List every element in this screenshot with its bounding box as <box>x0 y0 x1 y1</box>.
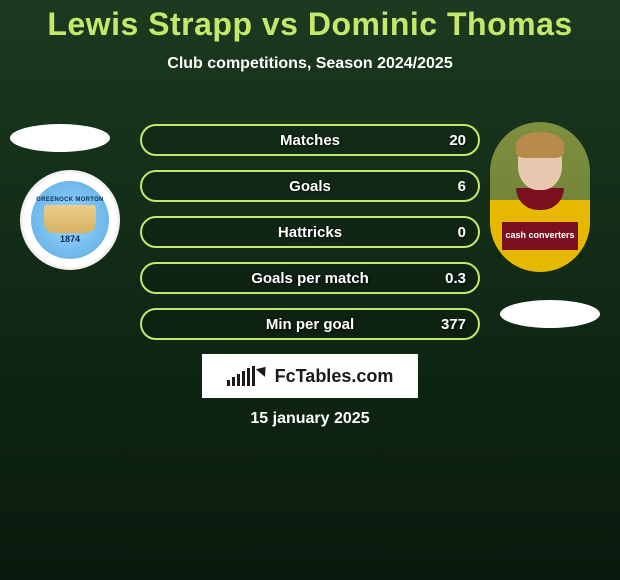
arrow-up-icon <box>255 363 269 377</box>
stat-value: 20 <box>449 126 466 154</box>
stat-value: 0 <box>458 218 466 246</box>
comparison-card: Lewis Strapp vs Dominic Thomas Club comp… <box>0 0 620 580</box>
bar-icon <box>227 380 230 386</box>
date-label: 15 january 2025 <box>0 410 620 428</box>
player-left-club-badge: GREENOCK MORTON 1874 <box>20 170 120 270</box>
stat-row-goals-per-match: Goals per match 0.3 <box>140 262 480 294</box>
page-subtitle: Club competitions, Season 2024/2025 <box>0 55 620 73</box>
stat-label: Matches <box>142 126 478 154</box>
stat-row-goals: Goals 6 <box>140 170 480 202</box>
player-right-photo: cash converters <box>490 122 590 272</box>
page-title: Lewis Strapp vs Dominic Thomas <box>0 0 620 43</box>
bar-icon <box>232 377 235 386</box>
badge-year: 1874 <box>60 234 80 244</box>
badge-top-text: GREENOCK MORTON <box>36 197 103 203</box>
player-left-name-oval <box>10 124 110 152</box>
stat-row-matches: Matches 20 <box>140 124 480 156</box>
stats-list: Matches 20 Goals 6 Hattricks 0 Goals per… <box>140 124 480 354</box>
jersey-sponsor: cash converters <box>502 222 578 250</box>
stat-row-hattricks: Hattricks 0 <box>140 216 480 248</box>
stat-label: Goals <box>142 172 478 200</box>
brand-logo[interactable]: FcTables.com <box>202 354 418 398</box>
stat-value: 377 <box>441 310 466 338</box>
bar-icon <box>242 371 245 386</box>
brand-bars-icon <box>227 366 255 386</box>
badge-ship-icon <box>44 205 96 233</box>
stat-row-min-per-goal: Min per goal 377 <box>140 308 480 340</box>
bar-icon <box>237 374 240 386</box>
club-badge-inner: GREENOCK MORTON 1874 <box>31 181 109 259</box>
bar-icon <box>247 368 250 386</box>
bar-icon <box>252 366 255 386</box>
player-right-name-oval <box>500 300 600 328</box>
stat-label: Goals per match <box>142 264 478 292</box>
stat-value: 0.3 <box>445 264 466 292</box>
stat-value: 6 <box>458 172 466 200</box>
stat-label: Min per goal <box>142 310 478 338</box>
brand-text: FcTables.com <box>275 366 394 387</box>
stat-label: Hattricks <box>142 218 478 246</box>
player-hair <box>516 132 564 158</box>
